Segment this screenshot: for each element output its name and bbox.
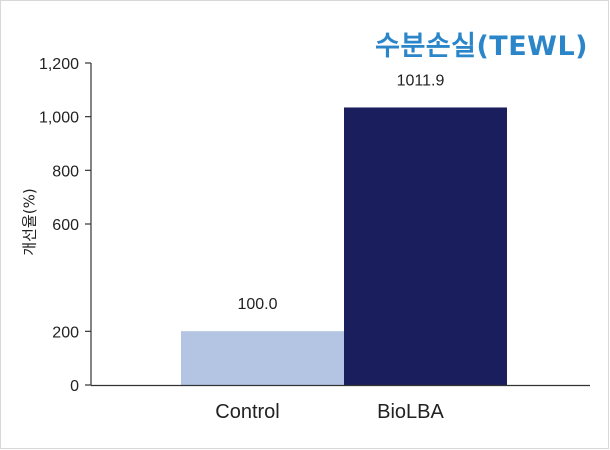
bar-biolba [344,107,507,385]
y-tick-label: 200 [52,324,79,341]
y-tick-label: 600 [52,217,79,234]
x-tick-label: Control [215,401,279,423]
x-tick-label: BioLBA [377,401,444,423]
y-tick-label: 800 [52,163,79,180]
data-label: 100.0 [237,296,277,313]
chart-title: 수분손실(TEWL) [375,31,588,62]
y-tick-label: 1,200 [39,56,79,73]
bar-control [181,331,344,385]
data-label: 1011.9 [397,72,445,89]
y-tick-label: 0 [70,378,79,395]
y-tick-label: 1,000 [39,110,79,127]
